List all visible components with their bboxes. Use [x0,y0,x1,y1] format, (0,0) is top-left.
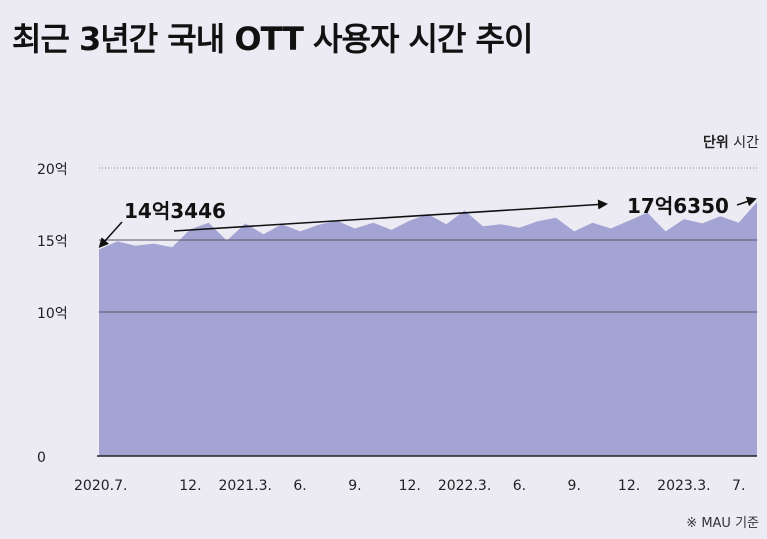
area-fill [99,202,757,456]
x-tick-label: 12. [618,478,640,494]
x-tick-label: 6. [513,478,526,494]
y-axis: 0 10억 15억 20억 [37,162,68,466]
unit-label-text: 시간 [733,135,759,151]
footnote: ※ MAU 기준 [686,516,759,531]
x-tick-label: 12. [399,478,421,494]
x-tick-label: 9. [568,478,581,494]
x-tick-label: 7. [732,478,745,494]
unit-label: 단위 시간 [703,132,759,152]
annotation-start-arrow [98,221,123,248]
x-tick-label: 6. [293,478,306,494]
trend-arrow [173,199,608,232]
y-tick-label: 20억 [37,162,68,178]
y-tick-label: 10억 [37,306,68,322]
x-tick-label: 2022.3. [438,478,491,494]
x-axis: 2020.7. 12. 2021.3. 6. 9. 12. 2022.3. 6. 9. 12. 20… [74,478,745,494]
unit-label-bold: 단위 [703,135,729,151]
annotation-start-label: 14억3446 [124,199,226,223]
x-tick-label: 2021.3. [219,478,272,494]
chart-title: 최근 3년간 국내 OTT 사용자 시간 추이 [12,20,533,58]
annotations: 14억3446 17억6350 [98,194,757,248]
y-tick-label: 0 [37,450,46,466]
x-tick-label: 2020.7. [74,478,127,494]
annotation-end-label: 17억6350 [627,194,729,218]
x-tick-label: 12. [179,478,201,494]
x-tick-label: 9. [348,478,361,494]
y-tick-label: 15억 [37,234,68,250]
annotation-end-arrow [736,196,757,207]
x-tick-label: 2023.3. [657,478,710,494]
area-series [97,202,757,457]
